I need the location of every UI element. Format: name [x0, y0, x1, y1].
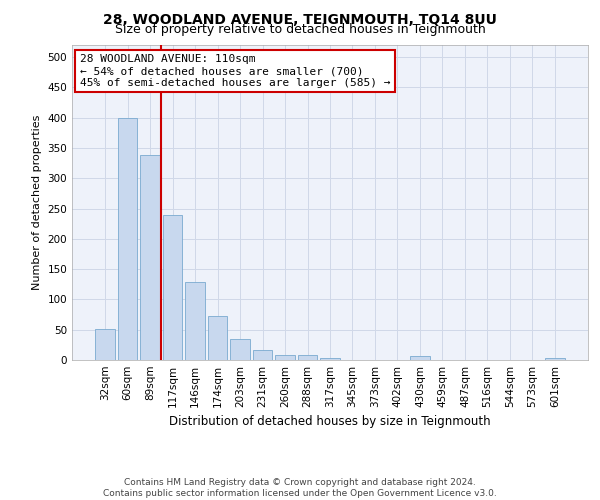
Bar	[298, 355, 317, 360]
Bar	[410, 356, 430, 360]
Bar	[275, 355, 295, 360]
Text: Size of property relative to detached houses in Teignmouth: Size of property relative to detached ho…	[115, 22, 485, 36]
X-axis label: Distribution of detached houses by size in Teignmouth: Distribution of detached houses by size …	[169, 416, 491, 428]
Bar	[545, 358, 565, 360]
Text: 28, WOODLAND AVENUE, TEIGNMOUTH, TQ14 8UU: 28, WOODLAND AVENUE, TEIGNMOUTH, TQ14 8U…	[103, 12, 497, 26]
Bar	[118, 118, 137, 360]
Bar	[253, 350, 272, 360]
Bar	[230, 339, 250, 360]
Bar	[140, 155, 160, 360]
Bar	[208, 316, 227, 360]
Bar	[185, 282, 205, 360]
Text: 28 WOODLAND AVENUE: 110sqm
← 54% of detached houses are smaller (700)
45% of sem: 28 WOODLAND AVENUE: 110sqm ← 54% of deta…	[80, 54, 390, 88]
Bar	[320, 358, 340, 360]
Text: Contains HM Land Registry data © Crown copyright and database right 2024.
Contai: Contains HM Land Registry data © Crown c…	[103, 478, 497, 498]
Bar	[163, 214, 182, 360]
Y-axis label: Number of detached properties: Number of detached properties	[32, 115, 42, 290]
Bar	[95, 328, 115, 360]
